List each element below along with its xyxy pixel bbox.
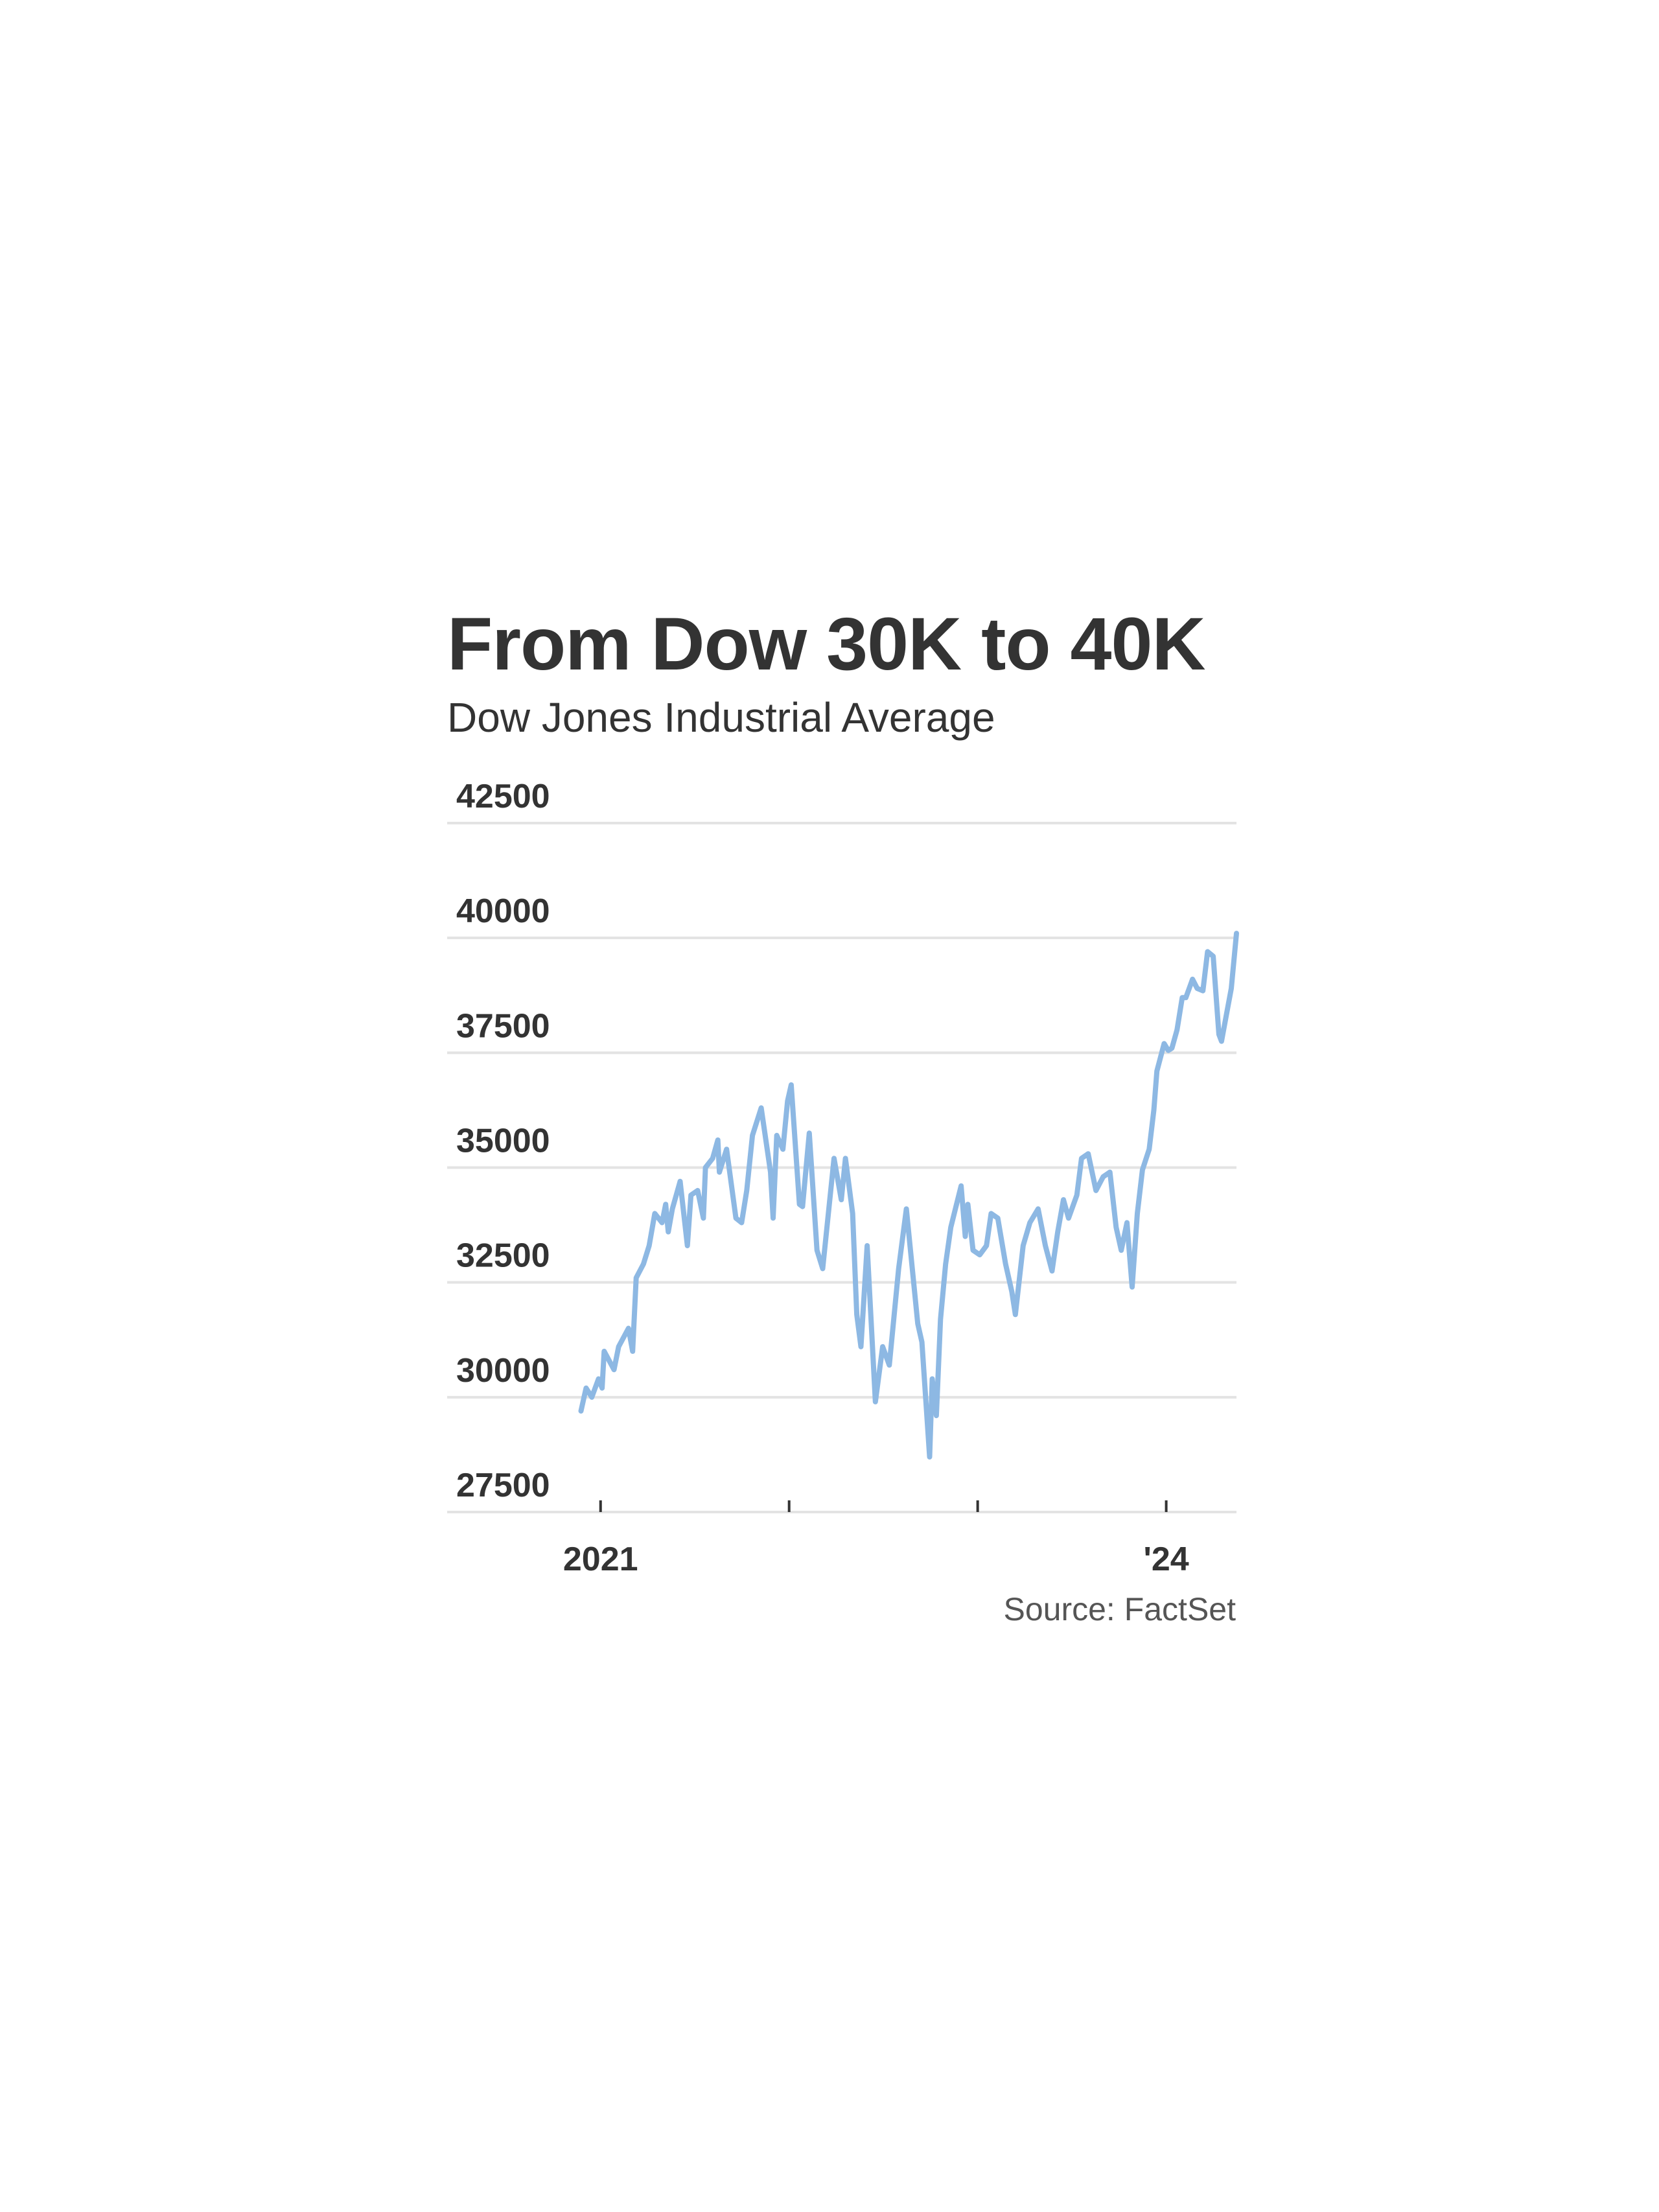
- y-tick-label: 37500: [456, 1007, 550, 1045]
- x-tick-label: '24: [1143, 1541, 1189, 1578]
- y-tick-label: 40000: [456, 892, 550, 930]
- source-note: Source: FactSet: [1003, 1591, 1236, 1627]
- x-axis: 2021 '24: [563, 1500, 1189, 1578]
- y-tick-label: 32500: [456, 1237, 550, 1275]
- series-line-0: [578, 931, 1239, 1460]
- y-tick-label: 42500: [456, 778, 550, 815]
- y-tick-label: 35000: [456, 1123, 550, 1160]
- y-tick-label: 30000: [456, 1352, 550, 1390]
- series-layer: [578, 931, 1239, 1460]
- chart-subtitle: Dow Jones Industrial Average: [447, 694, 995, 741]
- x-tick-label: 2021: [563, 1541, 638, 1578]
- chart-title: From Dow 30K to 40K: [447, 603, 1206, 686]
- y-tick-label: 27500: [456, 1467, 550, 1504]
- gridlines: [447, 822, 1236, 1513]
- y-axis-tick-labels: 27500 30000 32500 35000 37500 40000 42500: [456, 778, 550, 1504]
